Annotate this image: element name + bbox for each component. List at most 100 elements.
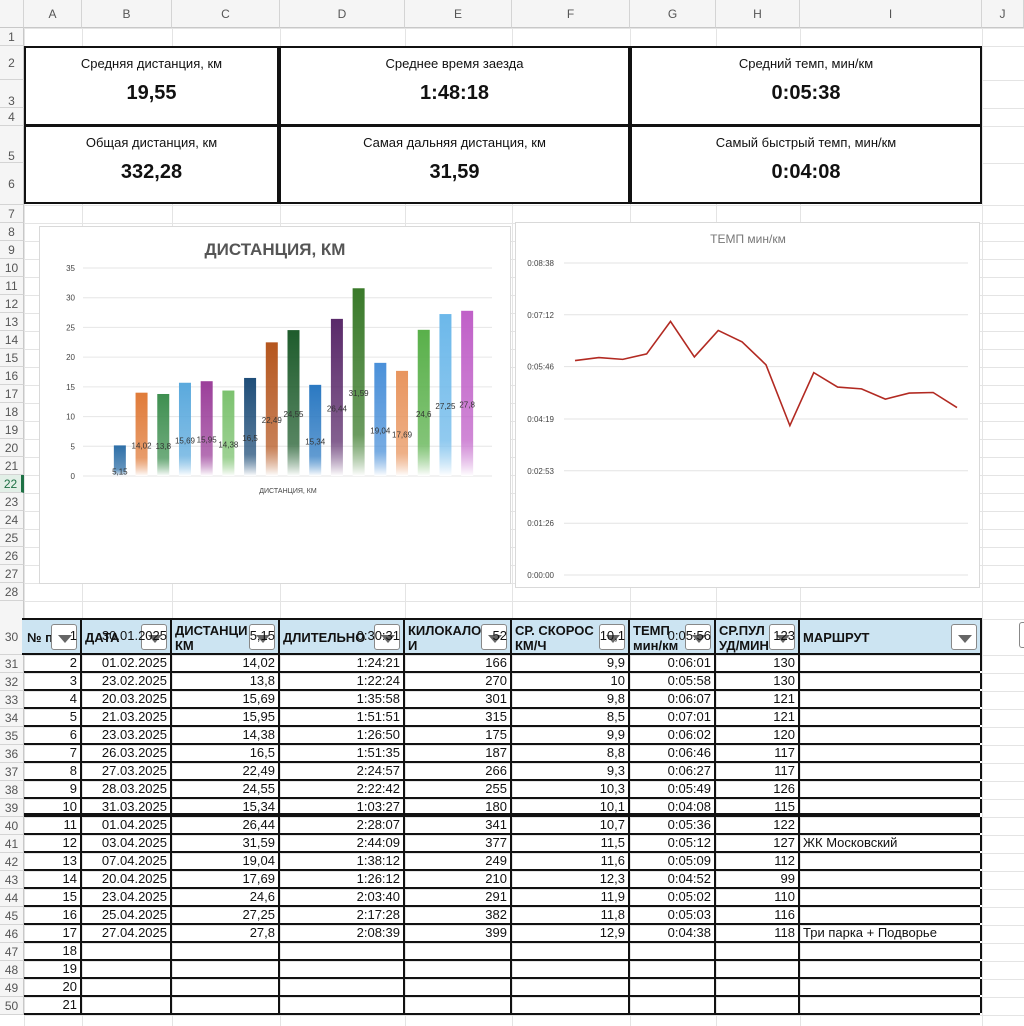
cell-col-kcal[interactable]: 301 <box>405 691 512 707</box>
cell-col-route[interactable] <box>800 997 982 1013</box>
cell-col-route[interactable] <box>800 871 982 887</box>
cell-col-duration[interactable]: 1:26:50 <box>280 727 405 743</box>
cell-col-number[interactable]: 14 <box>24 871 82 887</box>
cell-col-number[interactable]: 4 <box>24 691 82 707</box>
cell-col-date[interactable]: 01.04.2025 <box>82 817 172 833</box>
cell-col-distance[interactable]: 15,95 <box>172 709 280 725</box>
cell-col-route[interactable] <box>800 763 982 779</box>
header-col-number[interactable]: № п <box>24 620 82 653</box>
cell-col-duration[interactable]: 0:30:31 <box>280 619 405 653</box>
row-header-47[interactable]: 47 <box>0 943 24 961</box>
header-col-date[interactable]: ДАТА <box>82 620 172 653</box>
cell-col-speed[interactable]: 9,9 <box>512 655 630 671</box>
cell-col-date[interactable]: 20.03.2025 <box>82 691 172 707</box>
cell-col-pulse[interactable] <box>716 997 800 1013</box>
cell-col-speed[interactable] <box>512 961 630 977</box>
cell-col-kcal[interactable]: 180 <box>405 799 512 813</box>
cell-col-distance[interactable]: 19,04 <box>172 853 280 869</box>
cell-col-distance[interactable] <box>172 943 280 959</box>
row-header-4[interactable]: 4 <box>0 108 24 126</box>
row-header-33[interactable]: 33 <box>0 691 24 709</box>
cell-col-kcal[interactable]: 249 <box>405 853 512 869</box>
cell-col-distance[interactable] <box>172 979 280 995</box>
cell-col-pulse[interactable] <box>716 979 800 995</box>
cell-col-number[interactable]: 20 <box>24 979 82 995</box>
cell-col-kcal[interactable] <box>405 943 512 959</box>
cell-col-route[interactable] <box>800 979 982 995</box>
row-header-43[interactable]: 43 <box>0 871 24 889</box>
cell-col-pace[interactable]: 0:04:08 <box>630 799 716 813</box>
cell-col-pace[interactable]: 0:05:56 <box>630 619 716 653</box>
cell-col-number[interactable]: 1 <box>24 619 82 653</box>
cell-col-speed[interactable]: 11,5 <box>512 835 630 851</box>
cell-col-duration[interactable] <box>280 979 405 995</box>
cell-col-kcal[interactable]: 382 <box>405 907 512 923</box>
cell-col-speed[interactable] <box>512 979 630 995</box>
column-header-g[interactable]: G <box>630 0 716 28</box>
cell-col-pulse[interactable]: 120 <box>716 727 800 743</box>
cell-col-speed[interactable]: 10,7 <box>512 817 630 833</box>
cell-col-duration[interactable]: 1:51:51 <box>280 709 405 725</box>
header-col-kcal[interactable]: КИЛОКАЛО И <box>405 620 512 653</box>
cell-col-kcal[interactable] <box>405 997 512 1013</box>
cell-col-pace[interactable]: 0:05:03 <box>630 907 716 923</box>
cell-col-pulse[interactable]: 122 <box>716 817 800 833</box>
cell-col-duration[interactable]: 2:44:09 <box>280 835 405 851</box>
row-header-27[interactable]: 27 <box>0 565 24 583</box>
row-header-34[interactable]: 34 <box>0 709 24 727</box>
select-all-corner[interactable] <box>0 0 24 28</box>
cell-col-kcal[interactable] <box>405 979 512 995</box>
cell-col-date[interactable] <box>82 943 172 959</box>
cell-col-date[interactable]: 21.03.2025 <box>82 709 172 725</box>
cell-col-date[interactable] <box>82 961 172 977</box>
cell-col-speed[interactable]: 11,8 <box>512 907 630 923</box>
cell-col-speed[interactable]: 11,9 <box>512 889 630 905</box>
row-header-11[interactable]: 11 <box>0 277 24 295</box>
cell-col-duration[interactable] <box>280 997 405 1013</box>
cell-col-duration[interactable]: 2:08:39 <box>280 925 405 941</box>
cell-col-pace[interactable]: 0:05:09 <box>630 853 716 869</box>
row-header-17[interactable]: 17 <box>0 385 24 403</box>
row-header-21[interactable]: 21 <box>0 457 24 475</box>
column-header-i[interactable]: I <box>800 0 982 28</box>
cell-col-date[interactable]: 30.01.2025 <box>82 619 172 653</box>
row-header-36[interactable]: 36 <box>0 745 24 763</box>
cell-col-pulse[interactable]: 110 <box>716 889 800 905</box>
header-col-speed[interactable]: СР. СКОРОС КМ/Ч <box>512 620 630 653</box>
cell-col-duration[interactable]: 1:03:27 <box>280 799 405 813</box>
row-header-5[interactable]: 5 <box>0 126 24 163</box>
cell-col-route[interactable] <box>800 799 982 813</box>
cell-col-distance[interactable]: 24,6 <box>172 889 280 905</box>
filter-dropdown-icon[interactable] <box>481 624 507 650</box>
filter-dropdown-icon[interactable] <box>141 624 167 650</box>
cell-col-pulse[interactable] <box>716 961 800 977</box>
cell-col-duration[interactable]: 1:38:12 <box>280 853 405 869</box>
cell-col-duration[interactable]: 1:35:58 <box>280 691 405 707</box>
cell-col-speed[interactable]: 10 <box>512 673 630 689</box>
row-header-31[interactable]: 31 <box>0 655 24 673</box>
cell-col-kcal[interactable]: 315 <box>405 709 512 725</box>
cell-col-speed[interactable]: 9,3 <box>512 763 630 779</box>
cell-col-distance[interactable]: 27,25 <box>172 907 280 923</box>
cell-col-pulse[interactable]: 116 <box>716 907 800 923</box>
cell-col-kcal[interactable]: 255 <box>405 781 512 797</box>
cell-col-pulse[interactable]: 130 <box>716 655 800 671</box>
cell-col-pace[interactable] <box>630 979 716 995</box>
cell-col-distance[interactable]: 5,15 <box>172 619 280 653</box>
filter-dropdown-icon[interactable] <box>1019 622 1024 648</box>
cell-col-kcal[interactable]: 52 <box>405 619 512 653</box>
cell-col-route[interactable] <box>800 655 982 671</box>
cell-col-kcal[interactable]: 399 <box>405 925 512 941</box>
cell-col-number[interactable]: 6 <box>24 727 82 743</box>
cell-col-distance[interactable]: 16,5 <box>172 745 280 761</box>
cell-col-kcal[interactable]: 377 <box>405 835 512 851</box>
distance-chart[interactable]: ДИСТАНЦИЯ, КМ 0 5 10 15 20 25 30 35 5,15 14,02 13,8… <box>39 226 511 584</box>
cell-col-date[interactable] <box>82 979 172 995</box>
cell-col-pulse[interactable]: 121 <box>716 709 800 725</box>
cell-col-kcal[interactable]: 175 <box>405 727 512 743</box>
column-header-d[interactable]: D <box>280 0 405 28</box>
row-header-23[interactable]: 23 <box>0 493 24 511</box>
cell-col-duration[interactable]: 2:22:42 <box>280 781 405 797</box>
cell-col-number[interactable]: 11 <box>24 817 82 833</box>
cell-col-route[interactable] <box>800 943 982 959</box>
